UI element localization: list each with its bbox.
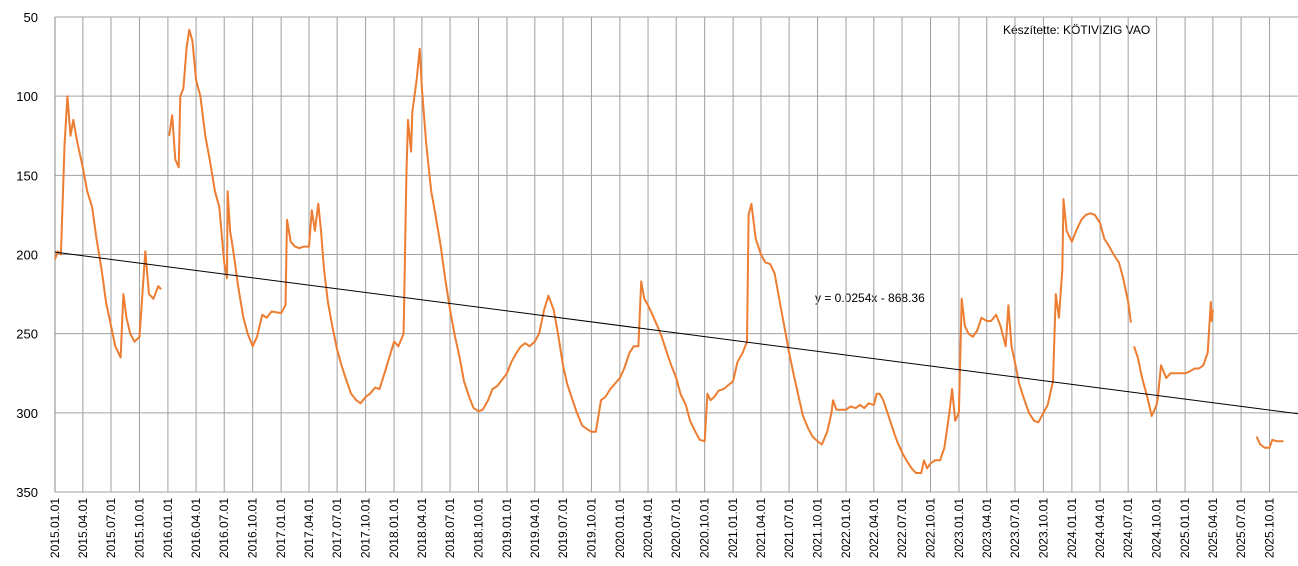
x-tick-label: 2020.07.01 bbox=[669, 498, 683, 558]
x-tick-label: 2024.01.01 bbox=[1065, 498, 1079, 558]
y-tick-label: 300 bbox=[16, 406, 38, 421]
trendline bbox=[54, 251, 1298, 415]
x-tick-label: 2017.01.01 bbox=[274, 498, 288, 558]
x-tick-label: 2015.01.01 bbox=[48, 498, 62, 558]
x-tick-label: 2021.10.01 bbox=[811, 498, 825, 558]
x-tick-label: 2016.01.01 bbox=[161, 498, 175, 558]
y-tick-label: 50 bbox=[24, 10, 38, 25]
x-tick-label: 2024.07.01 bbox=[1121, 498, 1135, 558]
x-tick-label: 2021.04.01 bbox=[754, 498, 768, 558]
x-tick-label: 2020.10.01 bbox=[698, 498, 712, 558]
x-tick-label: 2018.10.01 bbox=[472, 498, 486, 558]
x-tick-label: 2025.07.01 bbox=[1234, 498, 1248, 558]
x-tick-label: 2023.01.01 bbox=[952, 498, 966, 558]
x-tick-label: 2022.07.01 bbox=[895, 498, 909, 558]
x-tick-label: 2016.04.01 bbox=[189, 498, 203, 558]
x-tick-label: 2025.04.01 bbox=[1206, 498, 1220, 558]
x-tick-label: 2024.10.01 bbox=[1150, 498, 1164, 558]
x-tick-label: 2021.01.01 bbox=[726, 498, 740, 558]
credit-annotation: Készítette: KÖTIVIZIG VAO bbox=[1003, 23, 1150, 37]
x-tick-label: 2015.10.01 bbox=[132, 498, 146, 558]
x-tick-label: 2022.10.01 bbox=[923, 498, 937, 558]
x-tick-label: 2016.07.01 bbox=[217, 498, 231, 558]
y-tick-label: 100 bbox=[16, 89, 38, 104]
x-tick-label: 2024.04.01 bbox=[1093, 498, 1107, 558]
x-tick-label: 2018.04.01 bbox=[415, 498, 429, 558]
x-tick-label: 2023.04.01 bbox=[980, 498, 994, 558]
x-tick-label: 2017.07.01 bbox=[330, 498, 344, 558]
y-tick-label: 250 bbox=[16, 327, 38, 342]
x-tick-label: 2023.10.01 bbox=[1036, 498, 1050, 558]
y-tick-label: 200 bbox=[16, 248, 38, 263]
x-tick-label: 2025.01.01 bbox=[1178, 498, 1192, 558]
x-tick-label: 2025.10.01 bbox=[1263, 498, 1277, 558]
x-tick-label: 2018.01.01 bbox=[387, 498, 401, 558]
x-tick-label: 2019.07.01 bbox=[556, 498, 570, 558]
data-line bbox=[54, 28, 1284, 474]
x-tick-label: 2019.04.01 bbox=[528, 498, 542, 558]
x-tick-label: 2017.10.01 bbox=[359, 498, 373, 558]
trendline-equation: y = 0.0254x - 868.36 bbox=[815, 291, 925, 305]
x-tick-label: 2022.04.01 bbox=[867, 498, 881, 558]
x-tick-label: 2015.07.01 bbox=[104, 498, 118, 558]
x-tick-label: 2021.07.01 bbox=[782, 498, 796, 558]
x-tick-label: 2023.07.01 bbox=[1008, 498, 1022, 558]
x-tick-label: 2020.04.01 bbox=[641, 498, 655, 558]
x-tick-label: 2022.01.01 bbox=[839, 498, 853, 558]
x-tick-label: 2019.01.01 bbox=[500, 498, 514, 558]
x-tick-label: 2018.07.01 bbox=[443, 498, 457, 558]
y-tick-label: 350 bbox=[16, 485, 38, 500]
y-tick-label: 150 bbox=[16, 168, 38, 183]
x-tick-label: 2017.04.01 bbox=[302, 498, 316, 558]
x-tick-label: 2015.04.01 bbox=[76, 498, 90, 558]
x-tick-label: 2016.10.01 bbox=[246, 498, 260, 558]
x-tick-label: 2020.01.01 bbox=[613, 498, 627, 558]
x-tick-label: 2019.10.01 bbox=[584, 498, 598, 558]
